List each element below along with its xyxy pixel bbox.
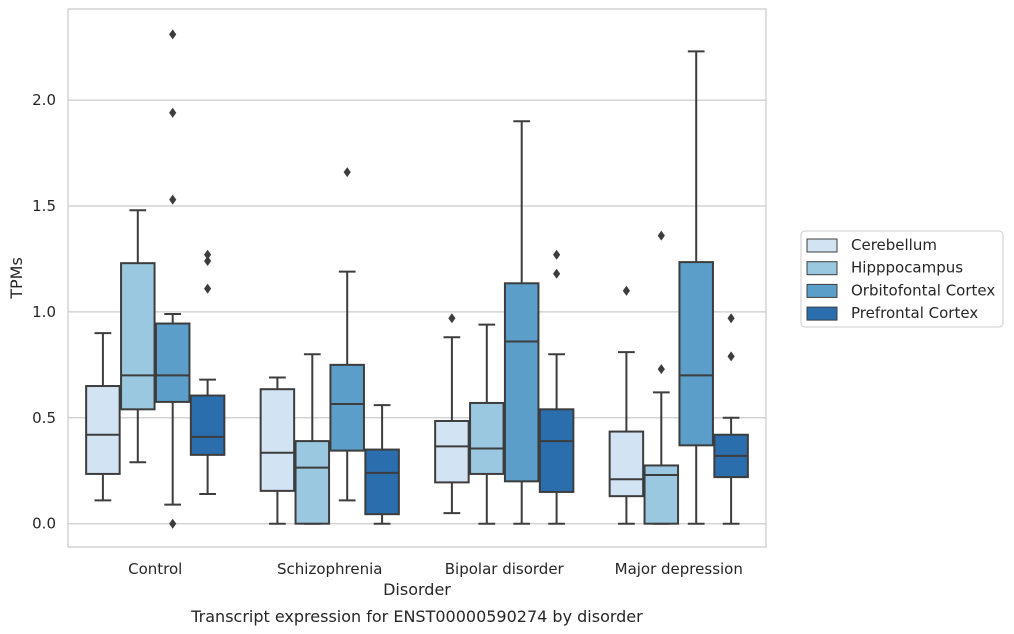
outlier-point <box>657 230 665 241</box>
box-iqr <box>364 448 400 516</box>
y-tick-labels: 0.0 0.5 1.0 1.5 2.0 <box>32 91 56 533</box>
box-iqr <box>608 430 645 498</box>
outlier-point <box>727 313 735 324</box>
y-tick-label: 0.5 <box>32 409 56 427</box>
box-2-0 <box>434 313 470 515</box>
box-3-2 <box>678 50 714 525</box>
box-iqr <box>434 419 470 484</box>
x-tick-label: Schizophrenia <box>277 560 382 578</box>
outlier-point <box>169 194 177 205</box>
box-0-2 <box>154 29 191 529</box>
y-tick-label: 0.0 <box>32 515 56 533</box>
box-iqr <box>154 322 191 403</box>
outlier-point <box>169 107 177 118</box>
x-axis-label: Disorder <box>383 580 451 599</box>
legend-swatch <box>806 306 838 321</box>
outlier-point <box>169 518 177 529</box>
box-0-0 <box>85 332 121 502</box>
outlier-point <box>204 256 212 267</box>
box-1-0 <box>259 376 296 525</box>
chart-caption: Transcript expression for ENST0000059027… <box>190 607 643 626</box>
outlier-point <box>204 283 212 294</box>
outlier-point <box>553 268 561 279</box>
box-2-3 <box>538 249 575 525</box>
y-tick-label: 1.0 <box>32 303 56 321</box>
outlier-point <box>553 249 561 260</box>
box-3-3 <box>713 313 749 525</box>
outlier-point <box>727 351 735 362</box>
legend-swatch <box>806 283 838 298</box>
box-iqr <box>259 388 296 492</box>
box-3-1 <box>643 230 680 525</box>
box-2-2 <box>503 120 540 525</box>
box-3-0 <box>608 285 645 525</box>
legend-label: Orbitofontal Cortex <box>851 281 995 299</box>
legend-swatch <box>806 261 838 276</box>
legend: Cerebellum Hipppocampus Orbitofontal Corte… <box>800 230 1004 328</box>
outlier-point <box>343 167 351 178</box>
box-iqr <box>85 385 121 475</box>
box-iqr <box>189 394 226 456</box>
x-tick-label: Control <box>128 560 182 578</box>
legend-swatch <box>806 238 838 253</box>
box-2-1 <box>469 323 505 525</box>
legend-label: Hipppocampus <box>851 259 963 277</box>
box-iqr <box>503 282 540 483</box>
x-tick-labels: Control Schizophrenia Bipolar disorder Majo… <box>128 560 743 578</box>
box-0-3 <box>189 249 226 496</box>
box-groups <box>85 29 749 529</box>
legend-label: Prefrontal Cortex <box>851 304 978 322</box>
outlier-point <box>622 285 630 296</box>
box-iqr <box>469 401 505 475</box>
box-iqr <box>538 408 575 493</box>
outlier-point <box>657 364 665 375</box>
y-tick-label: 1.5 <box>32 197 56 215</box>
outlier-point <box>204 249 212 260</box>
box-iqr <box>294 440 331 525</box>
plot-frame <box>67 8 767 548</box>
outlier-point <box>448 313 456 324</box>
box-0-1 <box>120 209 156 464</box>
outlier-point <box>169 29 177 40</box>
legend-frame <box>800 230 1004 328</box>
box-1-2 <box>329 167 365 502</box>
box-iqr <box>120 262 156 411</box>
x-tick-label: Major depression <box>615 560 743 578</box>
y-axis-label: TPMs <box>7 257 26 300</box>
y-tick-label: 2.0 <box>32 91 56 109</box>
box-iqr <box>329 363 365 452</box>
box-iqr <box>678 261 714 447</box>
legend-label: Cerebellum <box>851 236 937 254</box>
box-1-1 <box>294 353 331 525</box>
box-1-3 <box>364 404 400 525</box>
x-tick-label: Bipolar disorder <box>445 560 565 578</box>
